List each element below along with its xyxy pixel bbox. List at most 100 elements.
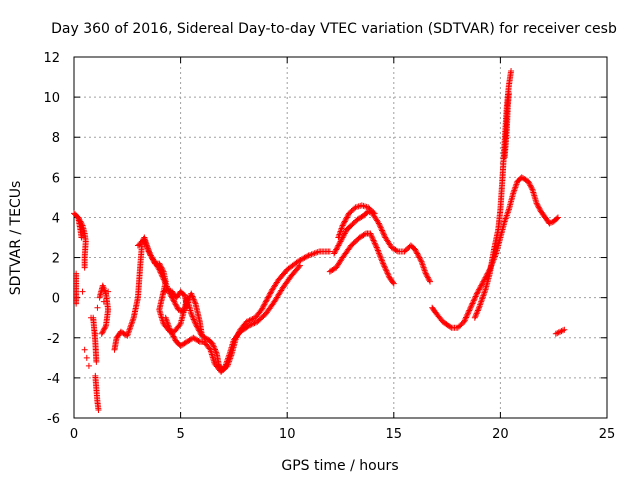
data-point [378, 256, 385, 263]
data-point [383, 268, 390, 275]
data-point [370, 237, 377, 244]
data-point [342, 217, 349, 224]
data-point [189, 293, 196, 300]
data-point [190, 316, 197, 323]
data-point [447, 323, 454, 330]
data-point [180, 291, 187, 298]
data-point [267, 289, 274, 296]
x-tick-label: 25 [599, 427, 616, 442]
data-point [211, 345, 218, 352]
data-point [477, 300, 484, 307]
data-point [191, 299, 198, 306]
data-point [175, 306, 182, 313]
data-point [102, 322, 109, 329]
data-point [195, 337, 202, 344]
data-point [338, 235, 345, 242]
data-point [508, 68, 515, 75]
data-point [512, 182, 519, 189]
y-tick-label: -4 [47, 372, 60, 387]
data-point [557, 328, 564, 335]
data-point [160, 276, 167, 283]
series-track-d [92, 372, 102, 413]
data-point [426, 277, 433, 284]
data-point [342, 229, 349, 236]
data-point [511, 185, 518, 192]
data-point [156, 266, 163, 273]
data-point [474, 308, 481, 315]
data-point [417, 257, 424, 264]
data-point [370, 209, 377, 216]
data-point [334, 243, 341, 250]
data-point [470, 299, 477, 306]
series-track-m [335, 202, 378, 241]
data-point [380, 261, 387, 268]
data-point [266, 291, 273, 298]
series-track-q [552, 326, 568, 337]
x-tick-label: 15 [386, 427, 403, 442]
data-point [141, 236, 148, 243]
data-point [463, 313, 470, 320]
data-point [331, 249, 338, 256]
data-point [389, 279, 396, 286]
data-point [468, 303, 475, 310]
data-point [379, 228, 386, 235]
data-point [481, 275, 488, 282]
data-point [369, 234, 376, 241]
data-point [546, 220, 553, 227]
data-point [425, 275, 432, 282]
data-point [474, 289, 481, 296]
data-point [260, 302, 267, 309]
data-point [162, 279, 169, 286]
data-point [475, 306, 482, 313]
data-point [526, 181, 533, 188]
data-point [167, 328, 174, 335]
y-axis-label: SDTVAR / TECUs [8, 181, 24, 296]
data-point [304, 253, 311, 260]
data-point [85, 362, 92, 369]
series-track-b [73, 270, 80, 307]
data-point [169, 330, 176, 337]
data-point [547, 219, 554, 226]
data-point [168, 329, 175, 336]
data-point [380, 260, 387, 267]
data-point [504, 209, 511, 216]
data-point [161, 277, 168, 284]
data-point [145, 246, 152, 253]
series-track-c [75, 214, 85, 241]
data-point [371, 238, 378, 245]
data-point [464, 310, 471, 317]
y-axis: -6 -4 -2 0 2 4 6 8 10 12 [43, 51, 607, 427]
data-point [155, 265, 162, 272]
data-point [525, 179, 532, 186]
data-point [243, 318, 250, 325]
data-point [558, 328, 565, 335]
data-point [88, 314, 95, 321]
data-point [461, 317, 468, 324]
data-point [414, 250, 421, 257]
data-point [141, 237, 148, 244]
data-point [555, 329, 562, 336]
data-point [171, 298, 178, 305]
data-point [344, 213, 351, 220]
data-point [191, 317, 198, 324]
data-point [417, 255, 424, 262]
x-tick-label: 10 [279, 427, 296, 442]
data-point [481, 289, 488, 296]
data-point [105, 288, 112, 295]
data-point [250, 320, 257, 327]
data-point [128, 320, 135, 327]
data-point [94, 304, 101, 311]
data-point [383, 267, 390, 274]
data-point [100, 326, 107, 333]
data-point [461, 318, 468, 325]
data-point [481, 288, 488, 295]
data-point [341, 219, 348, 226]
data-point [335, 242, 342, 249]
data-point [369, 236, 376, 243]
data-point [377, 253, 384, 260]
data-point [189, 313, 196, 320]
data-point [471, 296, 478, 303]
data-point [502, 216, 509, 223]
data-point [421, 266, 428, 273]
data-point [503, 213, 510, 220]
